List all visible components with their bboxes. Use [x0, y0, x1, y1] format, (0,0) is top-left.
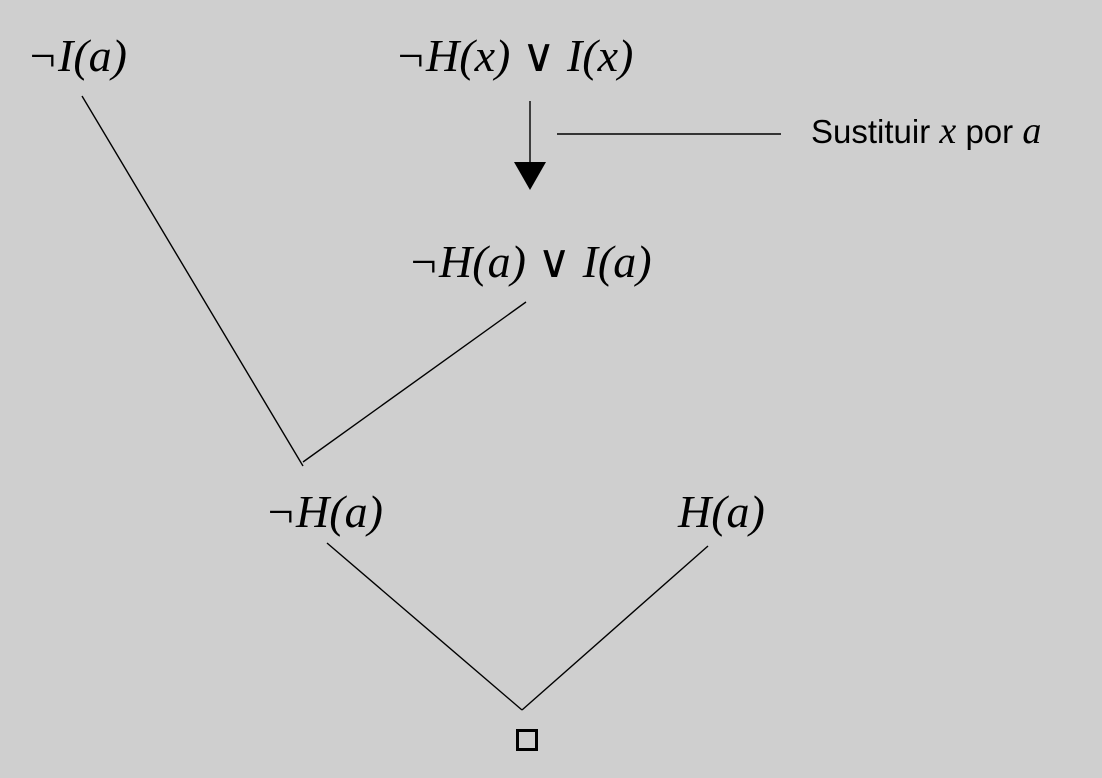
formula-not-h-a-or-i-a: ¬H(a) ∨ I(a)	[408, 236, 652, 287]
formula-not-h-x-or-i-x: ¬H(x) ∨ I(x)	[395, 30, 634, 81]
substitution-note-middle: por	[965, 113, 1014, 150]
substitution-arrow-head	[514, 162, 546, 190]
substitution-note: Sustituir x por a	[811, 112, 1041, 150]
formula-not-i-a: ¬I(a)	[27, 30, 127, 81]
edge-not-h-a-or-i-a-to-not-h-a	[302, 301, 527, 463]
edge-not-h-a-to-empty-clause	[326, 542, 523, 711]
substitution-note-prefix: Sustituir	[811, 113, 931, 150]
empty-clause-square	[516, 729, 538, 751]
edge-h-a-to-empty-clause	[521, 545, 709, 711]
substitution-note-var-x: x	[939, 110, 957, 152]
substitution-note-var-a: a	[1022, 110, 1042, 152]
edge-not-i-a-to-not-h-a	[81, 95, 304, 467]
formula-not-h-a: ¬H(a)	[265, 486, 383, 537]
formula-h-a: H(a)	[678, 486, 765, 537]
